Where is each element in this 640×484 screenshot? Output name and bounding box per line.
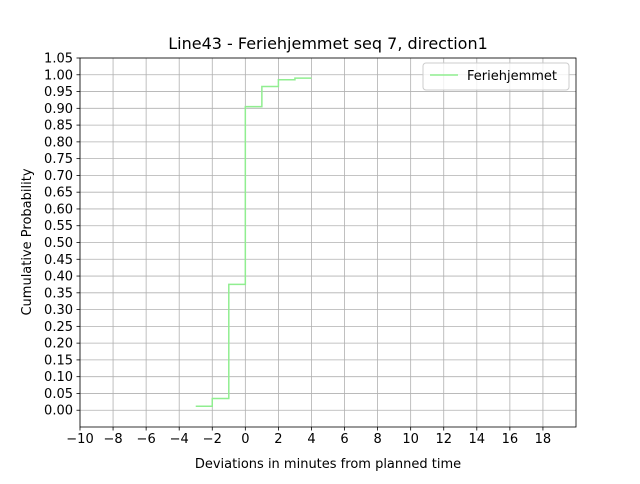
y-tick-label: 0.45 (44, 253, 73, 268)
y-tick-label: 0.40 (44, 270, 73, 285)
x-tick-label: 0 (241, 432, 249, 447)
y-tick-label: 0.30 (44, 303, 73, 318)
y-axis-label: Cumulative Probability (20, 168, 35, 315)
y-tick-label: 1.00 (44, 68, 73, 83)
x-tick-label: −2 (203, 432, 222, 447)
x-tick-label: 10 (402, 432, 419, 447)
y-tick-label: 0.05 (44, 387, 73, 402)
legend: Feriehjemmet (423, 63, 569, 90)
y-tick-label: 0.55 (44, 219, 73, 234)
y-tick-label: 0.80 (44, 135, 73, 150)
x-tick-label: −6 (137, 432, 156, 447)
y-tick-label: 0.60 (44, 202, 73, 217)
y-tick-label: 0.85 (44, 119, 73, 134)
x-tick-label: 14 (469, 432, 486, 447)
y-tick-label: 0.65 (44, 186, 73, 201)
y-tick-label: 0.10 (44, 370, 73, 385)
y-tick-label: 0.90 (44, 102, 73, 117)
x-tick-label: 2 (274, 432, 282, 447)
x-tick-label: 4 (307, 432, 315, 447)
y-tick-label: 0.75 (44, 152, 73, 167)
y-tick-label: 1.05 (44, 52, 73, 67)
y-tick-label: 0.95 (44, 85, 73, 100)
x-axis-label: Deviations in minutes from planned time (195, 457, 461, 472)
y-tick-label: 0.50 (44, 236, 73, 251)
y-tick-label: 0.00 (44, 404, 73, 419)
x-tick-label: 18 (535, 432, 552, 447)
y-tick-label: 0.70 (44, 169, 73, 184)
x-tick-label: 6 (340, 432, 348, 447)
y-tick-label: 0.35 (44, 286, 73, 301)
y-tick-label: 0.25 (44, 320, 73, 335)
y-tick-label: 0.20 (44, 337, 73, 352)
x-tick-label: 16 (502, 432, 519, 447)
x-tick-label: −4 (170, 432, 189, 447)
chart-title: Line43 - Feriehjemmet seq 7, direction1 (168, 34, 488, 53)
y-tick-label: 0.15 (44, 353, 73, 368)
x-tick-label: 8 (373, 432, 381, 447)
x-tick-label: 12 (435, 432, 452, 447)
x-tick-label: −10 (66, 432, 93, 447)
legend-label: Feriehjemmet (467, 69, 557, 84)
x-tick-label: −8 (103, 432, 122, 447)
